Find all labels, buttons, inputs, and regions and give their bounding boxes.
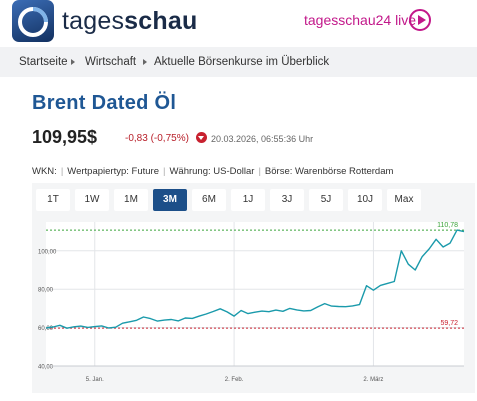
y-tick-label: 40,00	[38, 365, 54, 371]
tab-3j[interactable]: 3J	[270, 189, 304, 211]
meta-type: Wertpapiertyp: Future	[67, 166, 159, 177]
y-tick-label: 60,00	[38, 326, 54, 332]
meta-divider: |	[162, 166, 166, 177]
meta-wkn: WKN:	[32, 166, 57, 177]
logo-icon	[18, 7, 48, 37]
x-tick-label: 2. Feb.	[225, 377, 244, 383]
tab-max[interactable]: Max	[387, 189, 421, 211]
tab-6m[interactable]: 6M	[192, 189, 226, 211]
breadcrumb-home[interactable]: Startseite	[19, 56, 68, 68]
x-tick-label: 5. Jan.	[86, 377, 104, 383]
tab-1w[interactable]: 1W	[75, 189, 109, 211]
meta-divider: |	[258, 166, 261, 177]
current-price: 109,95$	[32, 127, 98, 147]
chevron-right-icon	[71, 59, 75, 65]
meta-divider: |	[60, 166, 64, 177]
breadcrumb-current: Aktuelle Börsenkurse im Überblick	[154, 56, 330, 68]
tab-1j[interactable]: 1J	[231, 189, 265, 211]
play-circle-icon[interactable]	[409, 9, 431, 31]
price-change: -0,83 (-0,75%)	[125, 133, 189, 144]
tab-3m[interactable]: 3M	[153, 189, 187, 211]
site-header: tagesschau tagesschau24 live	[0, 0, 477, 46]
x-tick-label: 2. März	[363, 377, 383, 383]
tab-1t[interactable]: 1T	[36, 189, 70, 211]
tab-5j[interactable]: 5J	[309, 189, 343, 211]
plot-area	[46, 222, 464, 366]
brand-wordmark[interactable]: tagesschau	[62, 7, 198, 35]
y-tick-label: 100,00	[38, 249, 57, 255]
max-value-label: 110,78	[437, 222, 458, 229]
tab-1m[interactable]: 1M	[114, 189, 148, 211]
tagesschau-logo[interactable]	[12, 0, 54, 42]
live-stream-link[interactable]: tagesschau24 live	[304, 12, 417, 28]
y-tick-label: 80,00	[38, 288, 54, 294]
min-value-label: 59,72	[440, 320, 458, 327]
breadcrumb-wirtschaft[interactable]: Wirtschaft	[85, 56, 137, 68]
price-timestamp: 20.03.2026, 06:55:36 Uhr	[211, 134, 314, 144]
chevron-right-icon	[143, 59, 147, 65]
breadcrumb: Startseite Wirtschaft Aktuelle Börsenkur…	[0, 47, 477, 77]
meta-currency: Währung: US-Dollar	[169, 166, 255, 177]
meta-exchange: Börse: Warenbörse Rotterdam	[264, 166, 394, 177]
tab-10j[interactable]: 10J	[348, 189, 382, 211]
price-chart[interactable]: 100,00 80,00 60,00 40,00 5. Jan. 2. Feb. 2. Mä…	[32, 216, 475, 393]
instrument-meta: WKN: | Wertpapiertyp: Future | Währung: US-D…	[32, 166, 393, 177]
page-title: Brent Dated Öl	[32, 92, 177, 114]
price-line	[45, 229, 465, 329]
arrow-down-circle-icon	[196, 132, 207, 143]
